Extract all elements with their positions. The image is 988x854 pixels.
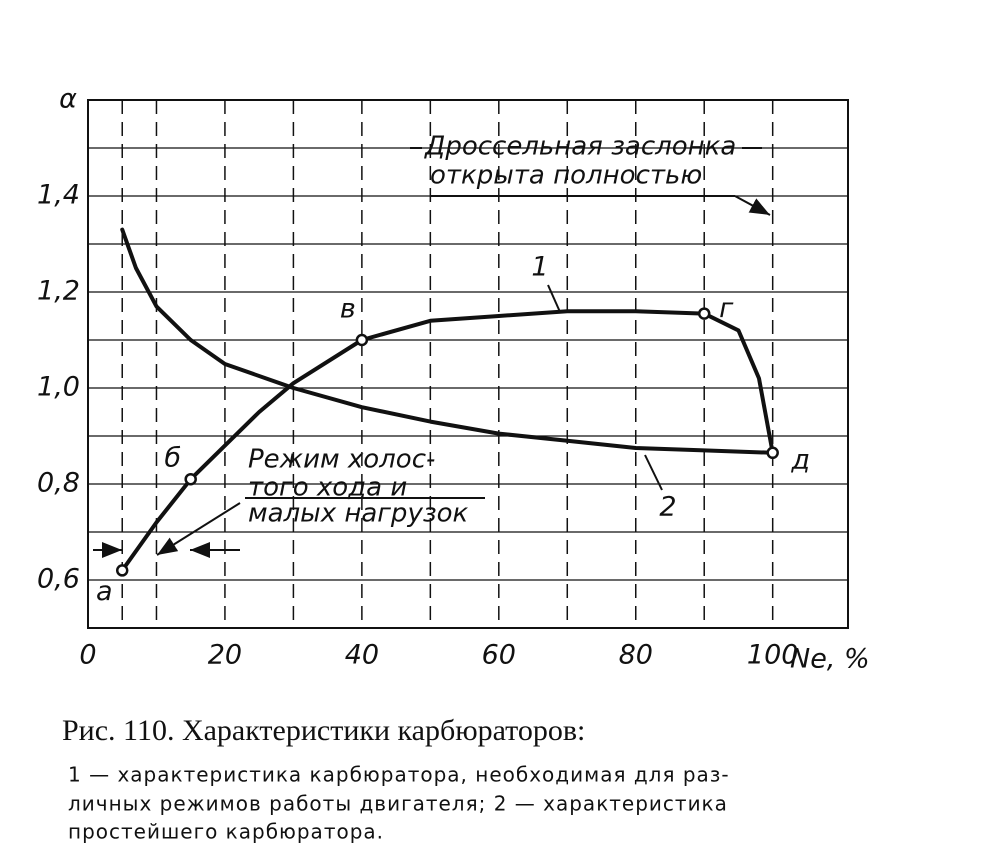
point-marker (697, 307, 711, 320)
x-axis-label: Nе, % (790, 644, 870, 675)
leader-line (547, 284, 561, 313)
curve (120, 227, 775, 455)
note-line: 1 — характеристика карбюратора, необходи… (68, 763, 730, 787)
curve-label: 2 (659, 492, 676, 523)
y-tick-label: 0,6 (37, 564, 80, 595)
y-tick-label: 0,8 (37, 468, 80, 499)
x-tick-label: 80 (619, 640, 653, 671)
curve (120, 309, 775, 573)
x-tick-label: 20 (208, 640, 242, 671)
point-marker (184, 472, 197, 486)
annotation-arrow (734, 195, 771, 216)
annotation: Режим холос- (248, 445, 435, 475)
x-tick-label: 0 (79, 640, 96, 671)
point-label: а (96, 576, 113, 607)
point-marker (355, 333, 369, 347)
x-tick-label: 100 (747, 640, 799, 671)
point-marker (115, 564, 129, 577)
point-marker (766, 446, 779, 460)
caption: Рис. 110. Характеристики карбюраторов: (62, 714, 585, 747)
y-tick-label: 1,0 (37, 372, 80, 403)
annotation: Дроссельная заслонка (424, 132, 736, 162)
plot-frame (87, 99, 849, 629)
point-label: г (719, 293, 734, 324)
y-tick-label: 1,4 (37, 180, 80, 211)
point-label: б (164, 443, 181, 474)
annotation: малых нагрузок (248, 499, 469, 529)
point-label: в (340, 294, 356, 325)
point-label: д (790, 444, 810, 475)
curve-label: 1 (531, 252, 548, 283)
x-tick-label: 40 (345, 640, 379, 671)
y-tick-label: 1,2 (37, 276, 80, 307)
y-axis-label: α (59, 84, 77, 115)
annotation-arrow (156, 502, 241, 556)
leader-line (644, 454, 663, 491)
note-line: личных режимов работы двигателя; 2 — хар… (68, 792, 728, 816)
note-line: простейшего карбюратора. (68, 820, 384, 844)
x-tick-label: 60 (482, 640, 516, 671)
annotation: открыта полностью (430, 161, 702, 191)
